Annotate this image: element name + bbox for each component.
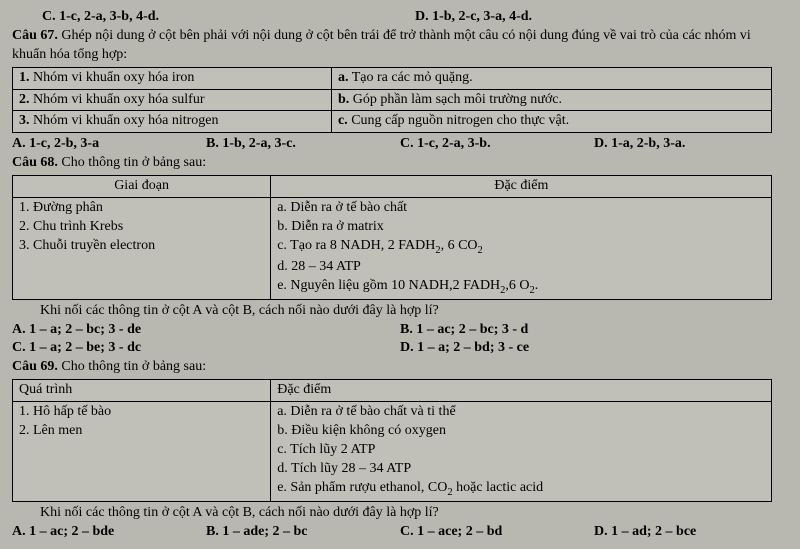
q67-text: Ghép nội dung ở cột bên phải với nội dun… xyxy=(12,28,751,62)
col-header: Đặc điểm xyxy=(271,380,772,402)
q68-options-2: C. 1 – a; 2 – be; 3 - dc D. 1 – a; 2 – b… xyxy=(12,339,788,358)
col-header: Quá trình xyxy=(13,380,271,402)
q67: Câu 67. Ghép nội dung ở cột bên phải với… xyxy=(12,27,788,154)
cell: Nhóm vi khuẩn oxy hóa nitrogen xyxy=(30,113,219,128)
q67-opt-d: D. 1-a, 2-b, 3-a. xyxy=(594,136,685,151)
table-row: 2. Nhóm vi khuẩn oxy hóa sulfur b. Góp p… xyxy=(13,89,772,111)
q69-text: Cho thông tin ở bảng sau: xyxy=(58,359,206,374)
q68-options: A. 1 – a; 2 – bc; 3 - de B. 1 – ac; 2 – … xyxy=(12,321,788,340)
cell: a. Diễn ra ở tế bào chất và ti thể b. Đi… xyxy=(271,402,772,502)
q69-heading: Câu 69. xyxy=(12,359,58,374)
q68-question: Khi nối các thông tin ở cột A và cột B, … xyxy=(12,302,788,321)
q67-heading: Câu 67. xyxy=(12,28,58,43)
q67-opt-b: B. 1-b, 2-a, 3-c. xyxy=(206,136,296,151)
table-row: 1. Đường phân 2. Chu trình Krebs 3. Chuỗ… xyxy=(13,198,772,300)
q68-table: Giai đoạn Đặc điểm 1. Đường phân 2. Chu … xyxy=(12,175,772,300)
col-header: Giai đoạn xyxy=(13,176,271,198)
col-header: Đặc điểm xyxy=(271,176,772,198)
q68-opt-d: D. 1 – a; 2 – bd; 3 - ce xyxy=(400,340,529,355)
cell: Góp phần làm sạch môi trường nước. xyxy=(349,92,562,107)
q68-opt-b: B. 1 – ac; 2 – bc; 3 - d xyxy=(400,322,528,337)
q68-opt-c: C. 1 – a; 2 – be; 3 - dc xyxy=(12,340,141,355)
q68: Câu 68. Cho thông tin ở bảng sau: Giai đ… xyxy=(12,154,788,358)
q69-question: Khi nối các thông tin ở cột A và cột B, … xyxy=(12,504,788,523)
table-row: Quá trình Đặc điểm xyxy=(13,380,772,402)
q69-opt-a: A. 1 – ac; 2 – bde xyxy=(12,524,114,539)
q69-options: A. 1 – ac; 2 – bde B. 1 – ade; 2 – bc C.… xyxy=(12,523,788,542)
q68-opt-a: A. 1 – a; 2 – bc; 3 - de xyxy=(12,322,141,337)
cell: 1. Đường phân 2. Chu trình Krebs 3. Chuỗ… xyxy=(13,198,271,300)
cell: Cung cấp nguồn nitrogen cho thực vật. xyxy=(348,113,569,128)
q68-heading: Câu 68. xyxy=(12,155,58,170)
q69: Câu 69. Cho thông tin ở bảng sau: Quá tr… xyxy=(12,358,788,541)
q67-opt-a: A. 1-c, 2-b, 3-a xyxy=(12,136,99,151)
q67-options: A. 1-c, 2-b, 3-a B. 1-b, 2-a, 3-c. C. 1-… xyxy=(12,135,788,154)
q69-opt-d: D. 1 – ad; 2 – bce xyxy=(594,524,696,539)
cell: Tạo ra các mỏ quặng. xyxy=(348,70,472,85)
table-row: 1. Nhóm vi khuẩn oxy hóa iron a. Tạo ra … xyxy=(13,67,772,89)
table-row: 3. Nhóm vi khuẩn oxy hóa nitrogen c. Cun… xyxy=(13,111,772,133)
table-row: Giai đoạn Đặc điểm xyxy=(13,176,772,198)
q69-opt-b: B. 1 – ade; 2 – bc xyxy=(206,524,308,539)
prev-opt-c: C. 1-c, 2-a, 3-b, 4-d. xyxy=(42,9,159,24)
top-prev-options: C. 1-c, 2-a, 3-b, 4-d. D. 1-b, 2-c, 3-a,… xyxy=(12,8,788,27)
cell: Nhóm vi khuẩn oxy hóa sulfur xyxy=(30,92,205,107)
cell: a. Diễn ra ở tế bào chất b. Diễn ra ở ma… xyxy=(271,198,772,300)
q69-opt-c: C. 1 – ace; 2 – bd xyxy=(400,524,502,539)
cell: Nhóm vi khuẩn oxy hóa iron xyxy=(30,70,195,85)
q68-text: Cho thông tin ở bảng sau: xyxy=(58,155,206,170)
q67-table: 1. Nhóm vi khuẩn oxy hóa iron a. Tạo ra … xyxy=(12,67,772,134)
q69-table: Quá trình Đặc điểm 1. Hô hấp tế bào 2. L… xyxy=(12,379,772,501)
q67-opt-c: C. 1-c, 2-a, 3-b. xyxy=(400,136,491,151)
table-row: 1. Hô hấp tế bào 2. Lên men a. Diễn ra ở… xyxy=(13,402,772,502)
prev-opt-d: D. 1-b, 2-c, 3-a, 4-d. xyxy=(415,9,532,24)
cell: 1. Hô hấp tế bào 2. Lên men xyxy=(13,402,271,502)
